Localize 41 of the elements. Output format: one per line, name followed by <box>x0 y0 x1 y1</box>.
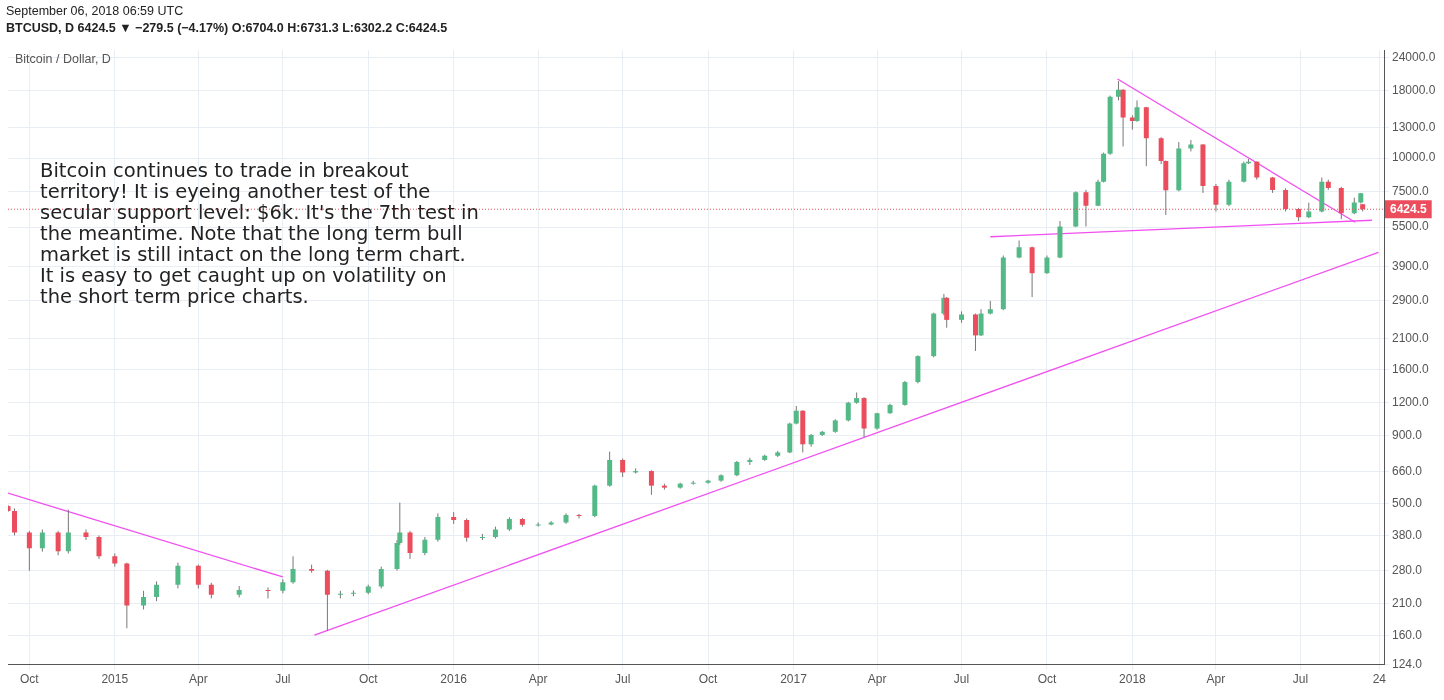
x-tick-label: Apr <box>528 672 548 687</box>
y-tick-label: 10000.0 <box>1392 150 1436 165</box>
y-tick-label: 124.0 <box>1392 656 1423 671</box>
y-tick-label: 500.0 <box>1392 496 1423 511</box>
x-tick-label: 2018 <box>1119 672 1147 687</box>
x-tick-label: Apr <box>188 672 208 687</box>
annotation: Bitcoin continues to trade in breakout territory! It is eyeing another test of the secular support level: $6k. It's the 7th test in the meantime. Note that the long term bull market is still intact on the long term chart. It is easy to get caught up on volatility on the short term price charts. <box>40 159 480 308</box>
x-tick-label: Jul <box>275 672 291 687</box>
x-tick-label: Oct <box>1037 672 1057 687</box>
x-tick-label: Jul <box>953 672 970 687</box>
x-tick-label: 24 <box>1372 672 1387 687</box>
x-tick-label: 2015 <box>101 672 129 687</box>
x-tick-label: Oct <box>698 672 719 687</box>
y-tick-label: 18000.0 <box>1392 82 1436 97</box>
y-tick-label: 900.0 <box>1392 428 1423 443</box>
y-tick-label: 5500.0 <box>1392 219 1430 234</box>
y-tick-label: 3900.0 <box>1392 259 1430 274</box>
x-tick-label: Jul <box>1292 672 1309 687</box>
y-tick-label: 280.0 <box>1392 562 1423 577</box>
y-tick-label: 13000.0 <box>1392 120 1436 135</box>
y-tick-label: 210.0 <box>1392 596 1423 611</box>
chart-title: Bitcoin / Dollar, D <box>15 52 111 66</box>
x-tick-label: Oct <box>358 672 379 687</box>
y-tick-label: 660.0 <box>1392 464 1423 479</box>
x-tick-label: 2017 <box>780 672 808 687</box>
x-tick-label: Apr <box>867 672 887 687</box>
y-tick-label: 2900.0 <box>1392 293 1430 308</box>
text: BTCUSD, D 6424.5 ▼ −279.5 (−4.17%) O:6704.0 H:6731.3 L:6302.2 C:6424.5 <box>6 20 449 37</box>
y-tick-label: 160.0 <box>1392 627 1423 642</box>
y-tick-label: 1200.0 <box>1392 395 1430 410</box>
x-tick-label: 2016 <box>440 672 468 687</box>
y-tick-label: 380.0 <box>1392 527 1423 542</box>
y-tick-label: 7500.0 <box>1392 183 1430 198</box>
y-tick-label: 2100.0 <box>1392 330 1430 345</box>
y-tick-label: 24000.0 <box>1392 49 1436 64</box>
ref-line-label: 6424.5 <box>1390 201 1428 216</box>
x-tick-label: Apr <box>1206 672 1226 687</box>
chart-subtitle: September 06, 2018 06:59 UTC <box>6 3 185 20</box>
x-tick-label: Jul <box>614 672 631 687</box>
x-tick-label: Oct <box>20 672 40 687</box>
y-tick-label: 1600.0 <box>1392 361 1430 376</box>
